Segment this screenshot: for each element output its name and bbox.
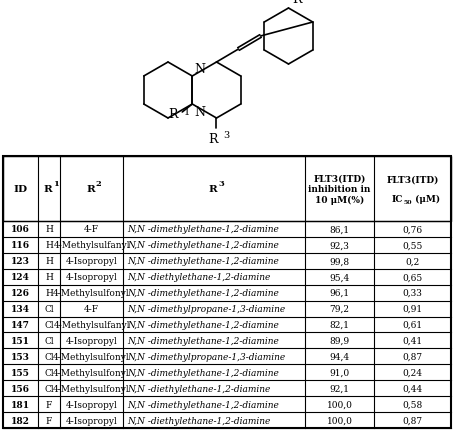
Text: ID: ID: [14, 184, 28, 194]
Text: 4-Methylsulfanyl: 4-Methylsulfanyl: [53, 320, 130, 329]
Text: 100,0: 100,0: [326, 400, 352, 408]
Text: N,N -dimethylethane-1,2-diamine: N,N -dimethylethane-1,2-diamine: [127, 400, 279, 408]
Text: 4-F: 4-F: [84, 225, 99, 234]
Text: 4-Methylsulfonyl: 4-Methylsulfonyl: [53, 368, 130, 377]
Text: 2: 2: [95, 180, 101, 188]
Text: 0,24: 0,24: [403, 368, 423, 377]
Text: 124: 124: [11, 273, 30, 282]
Text: N,N -diethylethane-1,2-diamine: N,N -diethylethane-1,2-diamine: [127, 415, 271, 424]
Text: 50: 50: [404, 200, 412, 205]
Text: 0,61: 0,61: [402, 320, 423, 329]
Text: 126: 126: [11, 289, 30, 298]
Text: 0,65: 0,65: [402, 273, 423, 282]
Text: 181: 181: [11, 400, 30, 408]
Text: FLT3(ITD)
inhibition in
10 μM(%): FLT3(ITD) inhibition in 10 μM(%): [308, 174, 370, 204]
Text: 0,91: 0,91: [402, 304, 423, 313]
Text: 4-Isopropyl: 4-Isopropyl: [66, 273, 118, 282]
Text: 95,4: 95,4: [329, 273, 350, 282]
Text: 155: 155: [11, 368, 30, 377]
Text: 91,0: 91,0: [330, 368, 350, 377]
Text: N,N -dimethylethane-1,2-diamine: N,N -dimethylethane-1,2-diamine: [127, 257, 279, 266]
Text: F: F: [46, 415, 52, 424]
Bar: [3, 157, 451, 428]
Text: 147: 147: [11, 320, 30, 329]
Text: 106: 106: [11, 225, 30, 234]
Text: 182: 182: [11, 415, 30, 424]
Text: H: H: [45, 225, 53, 234]
Text: 0,55: 0,55: [402, 241, 423, 250]
Text: N,N -dimethylethane-1,2-diamine: N,N -dimethylethane-1,2-diamine: [127, 336, 279, 345]
Text: 100,0: 100,0: [326, 415, 352, 424]
Text: 96,1: 96,1: [330, 289, 350, 298]
Text: 156: 156: [11, 384, 30, 393]
Text: 79,2: 79,2: [330, 304, 350, 313]
Text: Cl: Cl: [44, 304, 54, 313]
Text: R: R: [86, 184, 95, 194]
Text: N,N -dimethylethane-1,2-diamine: N,N -dimethylethane-1,2-diamine: [127, 289, 279, 298]
Text: R: R: [209, 133, 218, 146]
Bar: [3, 157, 451, 221]
Text: Cl: Cl: [44, 384, 54, 393]
Text: 0,76: 0,76: [402, 225, 423, 234]
Text: H: H: [45, 273, 53, 282]
Text: 0,44: 0,44: [402, 384, 423, 393]
Text: N,N -dimethylethane-1,2-diamine: N,N -dimethylethane-1,2-diamine: [127, 368, 279, 377]
Text: 0,87: 0,87: [402, 415, 423, 424]
Text: 4-Methylsulfonyl: 4-Methylsulfonyl: [53, 289, 130, 298]
Text: Cl: Cl: [44, 336, 54, 345]
Text: Cl: Cl: [44, 368, 54, 377]
Text: (μM): (μM): [411, 194, 439, 203]
Text: H: H: [45, 241, 53, 250]
Text: Cl: Cl: [44, 320, 54, 329]
Text: N,N -dimethylethane-1,2-diamine: N,N -dimethylethane-1,2-diamine: [127, 225, 279, 234]
Text: N,N -dimethylethane-1,2-diamine: N,N -dimethylethane-1,2-diamine: [127, 241, 279, 250]
Text: 134: 134: [11, 304, 30, 313]
Text: 94,4: 94,4: [330, 352, 350, 361]
Text: 99,8: 99,8: [330, 257, 350, 266]
Text: 86,1: 86,1: [330, 225, 350, 234]
Text: N: N: [194, 106, 205, 119]
Text: 116: 116: [11, 241, 30, 250]
Text: 4-Isopropyl: 4-Isopropyl: [66, 400, 118, 408]
Text: H: H: [45, 257, 53, 266]
Text: Cl: Cl: [44, 352, 54, 361]
Text: R: R: [169, 108, 178, 121]
Text: 0,33: 0,33: [403, 289, 422, 298]
Text: 4-Methylsulfonyl: 4-Methylsulfonyl: [53, 352, 130, 361]
Text: 3: 3: [218, 180, 224, 188]
Text: N,N -diethylethane-1,2-diamine: N,N -diethylethane-1,2-diamine: [127, 273, 271, 282]
Text: 4-Methylsulfonyl: 4-Methylsulfonyl: [53, 384, 130, 393]
Text: 4-Isopropyl: 4-Isopropyl: [66, 336, 118, 345]
Text: F: F: [46, 400, 52, 408]
Text: R: R: [292, 0, 302, 6]
Text: 4-Isopropyl: 4-Isopropyl: [66, 415, 118, 424]
Text: 153: 153: [11, 352, 30, 361]
Text: 1: 1: [53, 180, 59, 188]
Text: R: R: [44, 184, 52, 194]
Text: 0,2: 0,2: [405, 257, 419, 266]
Text: 4-Methylsulfanyl: 4-Methylsulfanyl: [53, 241, 130, 250]
Text: N,N -dimethylpropane-1,3-diamine: N,N -dimethylpropane-1,3-diamine: [127, 304, 285, 313]
Text: N,N -diethylethane-1,2-diamine: N,N -diethylethane-1,2-diamine: [127, 384, 271, 393]
Text: 4-F: 4-F: [84, 304, 99, 313]
Text: H: H: [45, 289, 53, 298]
Text: 151: 151: [11, 336, 30, 345]
Text: 4-Isopropyl: 4-Isopropyl: [66, 257, 118, 266]
Text: R: R: [209, 184, 217, 194]
Text: 92,1: 92,1: [330, 384, 350, 393]
Text: 92,3: 92,3: [330, 241, 350, 250]
Text: 82,1: 82,1: [330, 320, 350, 329]
Text: N: N: [194, 63, 205, 76]
Text: 89,9: 89,9: [330, 336, 350, 345]
Text: 0,58: 0,58: [402, 400, 423, 408]
Text: N,N -dimethylpropane-1,3-diamine: N,N -dimethylpropane-1,3-diamine: [127, 352, 285, 361]
Text: 0,87: 0,87: [402, 352, 423, 361]
Text: IC: IC: [391, 194, 403, 203]
Text: 123: 123: [11, 257, 30, 266]
Text: 3: 3: [223, 131, 230, 140]
Text: 0,41: 0,41: [402, 336, 423, 345]
Text: FLT3(ITD): FLT3(ITD): [386, 175, 439, 184]
Text: N,N -dimethylethane-1,2-diamine: N,N -dimethylethane-1,2-diamine: [127, 320, 279, 329]
Text: 1: 1: [184, 108, 191, 117]
